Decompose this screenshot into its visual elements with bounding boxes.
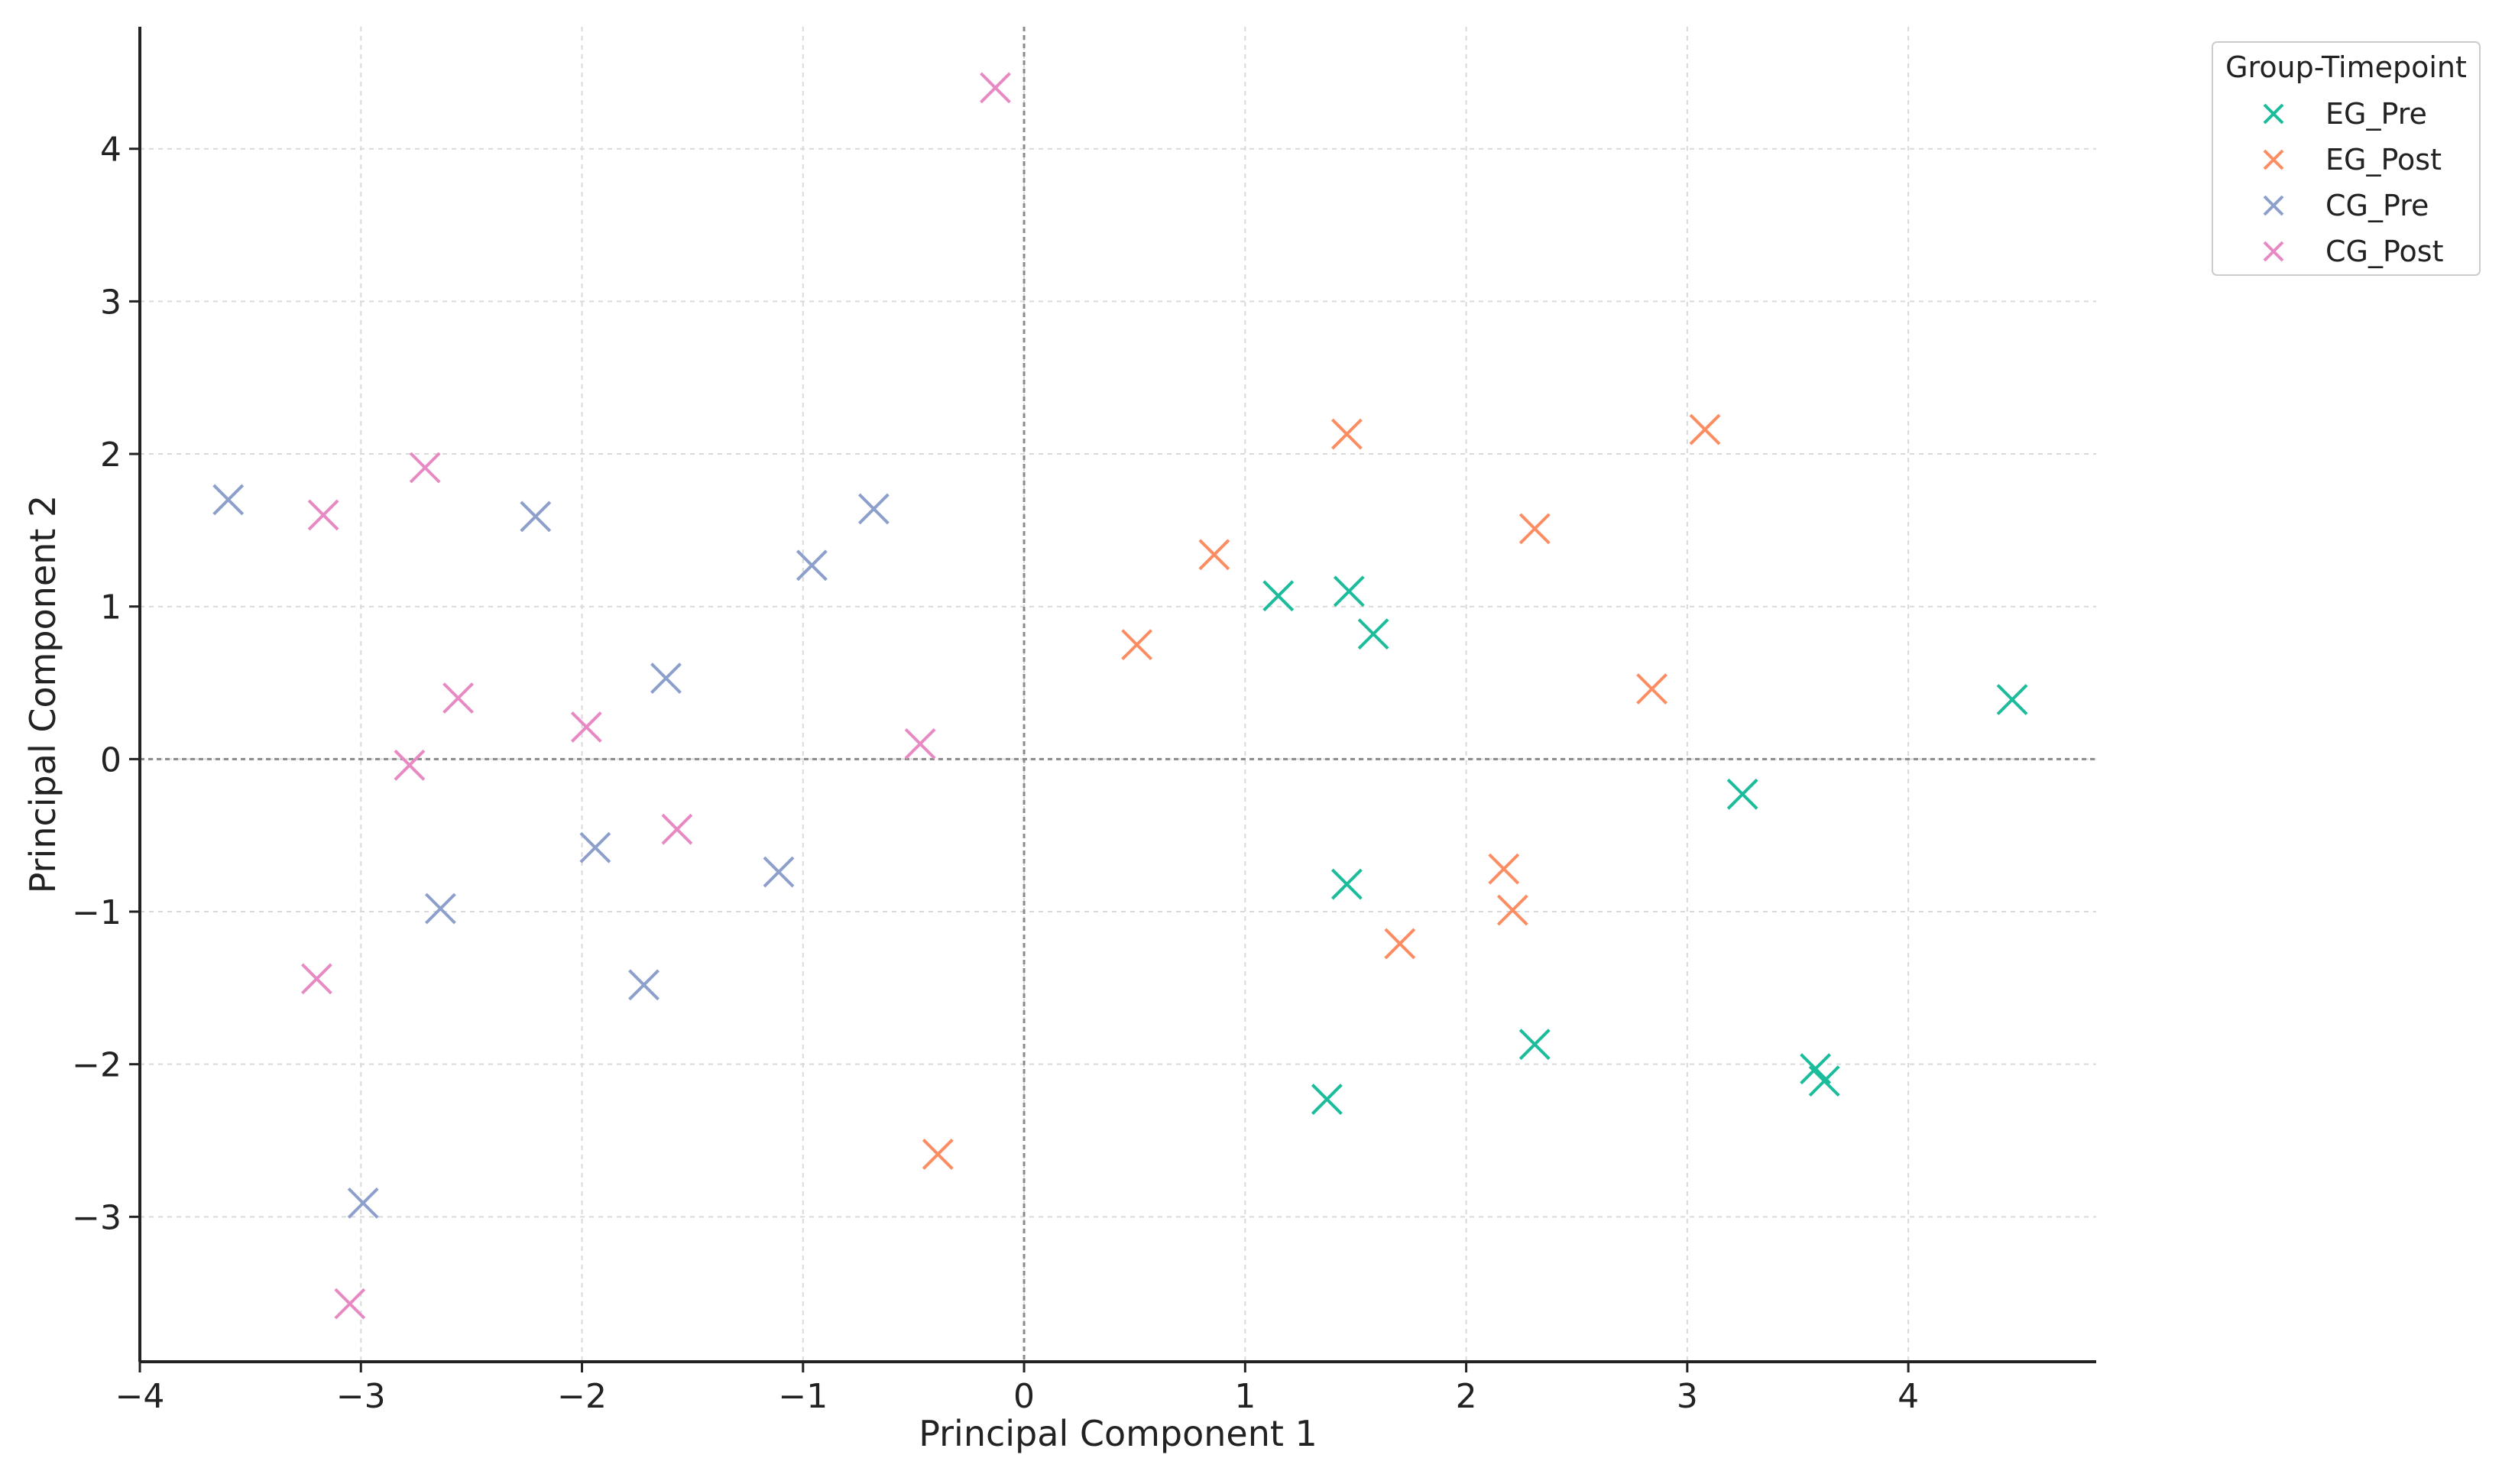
x-tick-label: −3 xyxy=(336,1377,386,1416)
data-point xyxy=(334,1288,366,1320)
data-point xyxy=(1726,778,1758,810)
y-tick-label: 0 xyxy=(100,740,122,779)
data-point xyxy=(763,856,795,888)
data-point xyxy=(904,727,936,760)
series-EG_Post xyxy=(922,413,1721,1170)
data-point xyxy=(1808,1065,1840,1097)
x-tick-label: 3 xyxy=(1677,1377,1698,1416)
data-point xyxy=(1333,575,1365,608)
legend-title: Group-Timepoint xyxy=(2225,50,2467,84)
series-EG_Pre xyxy=(1262,575,2028,1116)
y-tick-label: 1 xyxy=(100,588,122,627)
data-point xyxy=(212,484,245,516)
x-tick-label: −4 xyxy=(115,1377,165,1416)
data-point xyxy=(1330,418,1363,450)
data-point xyxy=(1330,868,1363,900)
data-point xyxy=(307,499,339,531)
data-point xyxy=(922,1139,954,1170)
data-points xyxy=(212,72,2028,1320)
series-CG_Pre xyxy=(212,484,890,1219)
data-point xyxy=(579,831,611,864)
data-point xyxy=(1357,618,1389,650)
data-point xyxy=(1689,413,1721,446)
data-point xyxy=(424,893,456,925)
legend-marker xyxy=(2263,241,2284,262)
data-point xyxy=(1496,894,1528,926)
tick-labels: −4 −3 −2 −1 0 1 2 3 4 −3 −2 −1 0 1 2 3 4 xyxy=(72,131,1919,1416)
x-tick-label: 1 xyxy=(1234,1377,1256,1416)
data-point xyxy=(1488,853,1520,885)
legend-label: EG_Post xyxy=(2325,143,2442,177)
legend-marker xyxy=(2263,149,2284,170)
legend-marker xyxy=(2263,103,2284,125)
data-point xyxy=(661,813,693,845)
data-point xyxy=(1518,1029,1551,1061)
x-tick-label: 4 xyxy=(1898,1377,1919,1416)
axes xyxy=(129,27,2096,1372)
x-tick-label: 0 xyxy=(1013,1377,1035,1416)
legend-label: EG_Pre xyxy=(2325,97,2427,131)
data-point xyxy=(347,1187,379,1219)
legend: Group-Timepoint EG_Pre EG_Post CG_Pre CG_Po… xyxy=(2212,41,2481,276)
data-point xyxy=(300,963,332,995)
y-tick-label: 4 xyxy=(100,131,122,170)
data-point xyxy=(520,501,552,533)
data-point xyxy=(1262,580,1295,612)
data-point xyxy=(409,452,441,484)
legend-frame xyxy=(2212,41,2481,276)
y-axis-label: Principal Component 2 xyxy=(22,495,63,894)
data-point xyxy=(628,969,660,1001)
grid-lines xyxy=(139,27,2096,1362)
data-point xyxy=(857,493,890,525)
data-point xyxy=(796,549,828,582)
data-point xyxy=(1996,684,2028,715)
zero-reference-lines xyxy=(140,27,2096,1362)
data-point xyxy=(1198,539,1230,571)
x-tick-label: −1 xyxy=(778,1377,828,1416)
data-point xyxy=(1311,1084,1343,1116)
y-tick-label: −3 xyxy=(72,1198,122,1237)
data-point xyxy=(1518,513,1551,545)
legend-label: CG_Post xyxy=(2325,235,2444,268)
y-tick-label: −2 xyxy=(72,1046,122,1085)
data-point xyxy=(650,663,682,694)
x-tick-label: −2 xyxy=(557,1377,607,1416)
data-point xyxy=(442,682,474,714)
data-point xyxy=(980,72,1011,104)
legend-marker xyxy=(2263,195,2284,216)
series-CG_Post xyxy=(300,72,1011,1320)
legend-label: CG_Pre xyxy=(2325,189,2429,222)
data-point xyxy=(1636,673,1667,705)
data-point xyxy=(1121,629,1153,661)
x-axis-label: Principal Component 1 xyxy=(919,1413,1317,1454)
data-point xyxy=(1384,928,1416,960)
data-point xyxy=(394,749,426,781)
y-tick-label: 3 xyxy=(100,283,122,322)
y-tick-label: −1 xyxy=(72,893,122,932)
data-point xyxy=(570,711,602,743)
y-tick-label: 2 xyxy=(100,436,122,475)
x-tick-label: 2 xyxy=(1456,1377,1477,1416)
